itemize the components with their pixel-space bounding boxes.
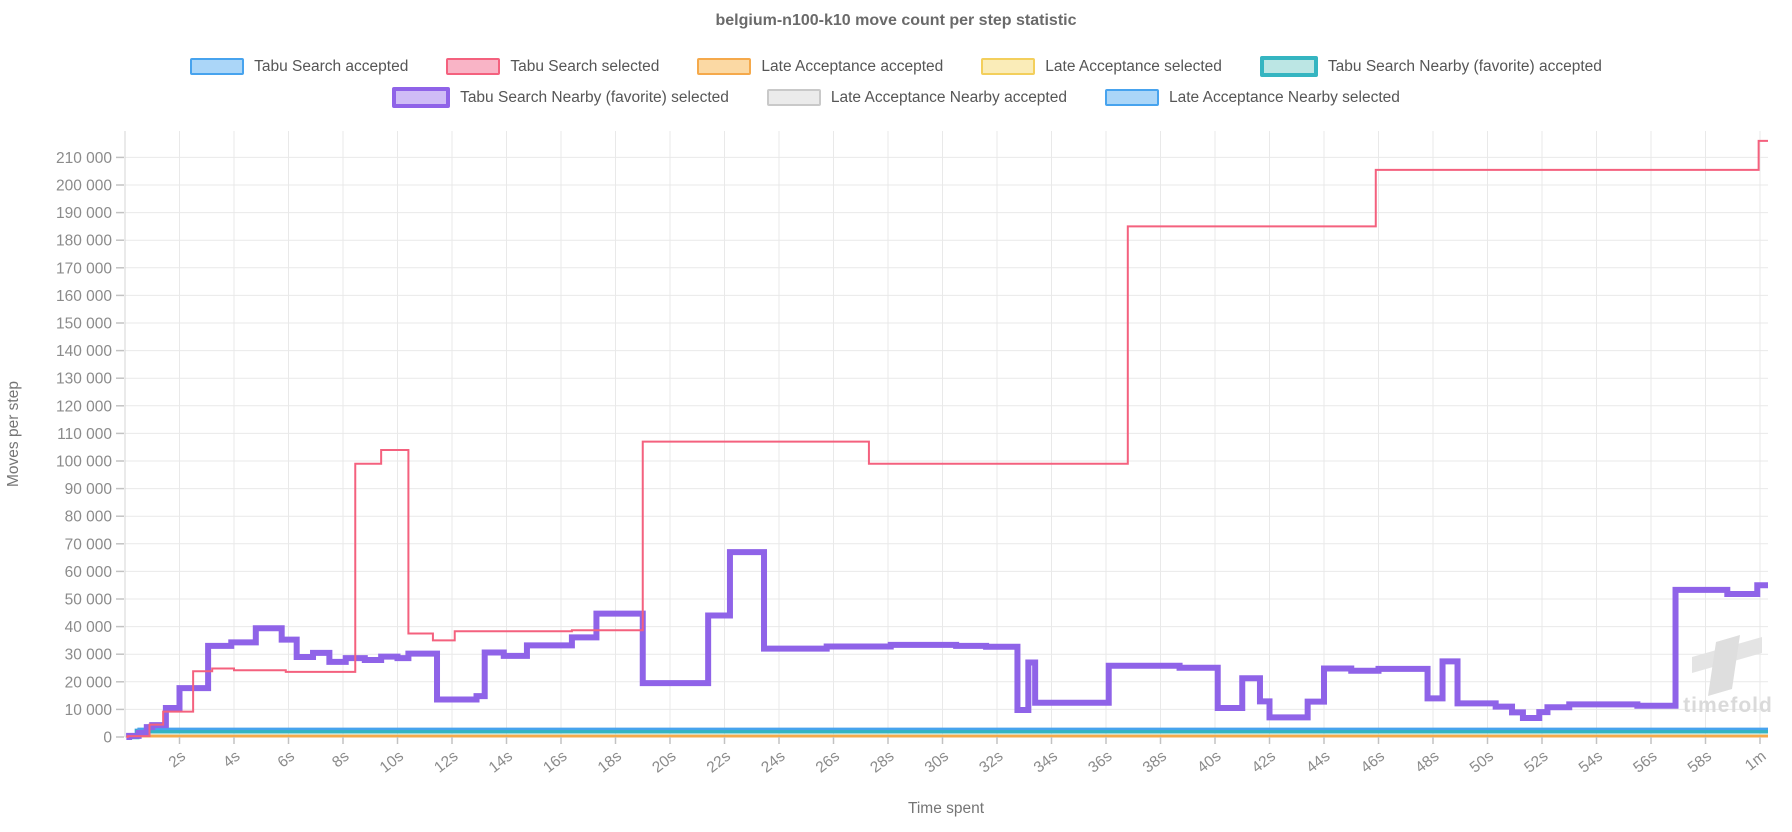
legend-row-2: Tabu Search Nearby (favorite) selected La… [0, 87, 1792, 108]
timefold-logo [1692, 635, 1762, 696]
legend-item-late_acceptance_nearby_selected: Late Acceptance Nearby selected [1104, 88, 1400, 107]
x-tick-label: 6s [275, 748, 299, 772]
series-tabu_search_nearby_selected [126, 549, 1768, 740]
y-tick-label: 140 000 [56, 343, 112, 360]
legend-swatch-late_acceptance_nearby_selected [1104, 89, 1159, 106]
x-tick-label: 24s [758, 748, 788, 777]
x-tick-label: 12s [431, 748, 461, 777]
y-tick-label: 40 000 [65, 619, 113, 636]
y-tick-label: 0 [103, 730, 112, 747]
series-tabu_search_selected [126, 139, 1768, 738]
legend-swatch-late_acceptance_nearby_accepted [766, 89, 821, 106]
x-tick-label: 26s [813, 748, 843, 777]
legend-item-late_acceptance_accepted: Late Acceptance accepted [697, 58, 943, 76]
legend-item-tabu_search_nearby_selected: Tabu Search Nearby (favorite) selected [392, 87, 729, 108]
legend-swatch-tabu_search_nearby_selected [392, 87, 451, 108]
legend-label: Tabu Search selected [510, 57, 660, 75]
legend-item-late_acceptance_nearby_accepted: Late Acceptance Nearby accepted [766, 88, 1067, 107]
y-tick-label: 10 000 [65, 702, 113, 719]
legend-item-late_acceptance_selected: Late Acceptance selected [981, 58, 1222, 76]
y-tick-label: 30 000 [65, 647, 113, 664]
legend-item-tabu_search_accepted: Tabu Search accepted [190, 58, 408, 76]
legend-swatch-late_acceptance_accepted [697, 58, 752, 75]
legend-row-1: Tabu Search accepted Tabu Search selected… [0, 56, 1792, 77]
x-tick-label: 20s [649, 748, 679, 777]
x-tick-label: 50s [1467, 748, 1497, 777]
y-tick-label: 170 000 [56, 260, 112, 277]
legend-item-tabu_search_selected: Tabu Search selected [446, 58, 659, 76]
y-tick-label: 70 000 [65, 536, 113, 553]
legend-swatch-tabu_search_nearby_accepted [1259, 56, 1318, 77]
x-tick-label: 42s [1249, 748, 1279, 777]
y-tick-label: 110 000 [57, 426, 112, 443]
x-tick-label: 14s [486, 748, 516, 777]
y-tick-label: 190 000 [56, 205, 112, 222]
x-tick-label: 28s [867, 748, 897, 777]
x-tick-label: 58s [1685, 748, 1715, 777]
x-axis-title: Time spent [907, 800, 985, 817]
legend-swatch-tabu_search_accepted [190, 58, 245, 75]
x-tick-label: 2s [166, 748, 190, 772]
x-tick-label: 10s [377, 748, 407, 777]
x-tick-label: 44s [1303, 748, 1333, 777]
y-tick-label: 100 000 [56, 454, 112, 471]
x-tick-label: 36s [1085, 748, 1115, 777]
y-tick-label: 210 000 [56, 150, 112, 167]
x-tick-label: 46s [1358, 748, 1388, 777]
x-tick-label: 38s [1140, 748, 1170, 777]
legend-label: Tabu Search accepted [254, 57, 409, 75]
y-tick-label: 80 000 [65, 509, 113, 526]
x-tick-label: 40s [1194, 748, 1224, 777]
y-axis-ticks: 0 10 000 20 000 30 000 40 000 50 000 60 000 70 … [56, 150, 124, 747]
x-tick-label: 54s [1576, 748, 1606, 777]
legend-label: Tabu Search Nearby (favorite) accepted [1327, 57, 1602, 75]
x-tick-label: 18s [595, 748, 625, 777]
y-axis-title: Moves per step [5, 381, 22, 487]
x-axis-ticks: 2s 4s 6s 8s 10s 12s 14s 16s 18s 20s 22s 24s 26s 28s 30… [166, 737, 1769, 777]
y-tick-label: 120 000 [56, 398, 112, 415]
x-tick-label: 4s [220, 748, 244, 772]
legend-label: Late Acceptance Nearby selected [1168, 88, 1400, 106]
legend-label: Late Acceptance selected [1045, 57, 1222, 75]
x-tick-label: 1m [1742, 748, 1769, 775]
legend-swatch-tabu_search_selected [446, 58, 501, 75]
x-tick-label: 8s [329, 748, 353, 772]
x-tick-label: 52s [1521, 748, 1551, 777]
x-tick-label: 22s [704, 748, 734, 777]
series-lines [126, 139, 1768, 740]
legend-label: Late Acceptance accepted [761, 57, 944, 75]
y-tick-label: 60 000 [65, 564, 113, 581]
y-tick-label: 160 000 [56, 288, 112, 305]
x-tick-label: 30s [922, 748, 952, 777]
y-tick-label: 200 000 [56, 178, 112, 195]
x-tick-label: 48s [1412, 748, 1442, 777]
y-tick-label: 90 000 [65, 481, 113, 498]
y-tick-label: 20 000 [65, 674, 113, 691]
legend-label: Tabu Search Nearby (favorite) selected [460, 88, 729, 106]
x-tick-label: 34s [1031, 748, 1061, 777]
gridlines [125, 131, 1768, 737]
y-tick-label: 180 000 [56, 233, 112, 250]
legend-item-tabu_search_nearby_accepted: Tabu Search Nearby (favorite) accepted [1259, 56, 1602, 77]
x-tick-label: 56s [1630, 748, 1660, 777]
chart-title: belgium-n100-k10 move count per step sta… [715, 12, 1077, 29]
x-tick-label: 16s [540, 748, 570, 777]
x-tick-label: 32s [976, 748, 1006, 777]
series-late_acceptance_accepted [127, 735, 1768, 739]
legend-label: Late Acceptance Nearby accepted [830, 88, 1067, 106]
legend-swatch-late_acceptance_selected [981, 58, 1036, 75]
y-tick-label: 150 000 [56, 316, 112, 333]
watermark-text: timefold [1683, 694, 1773, 717]
y-tick-label: 130 000 [56, 371, 112, 388]
y-tick-label: 50 000 [65, 592, 113, 609]
